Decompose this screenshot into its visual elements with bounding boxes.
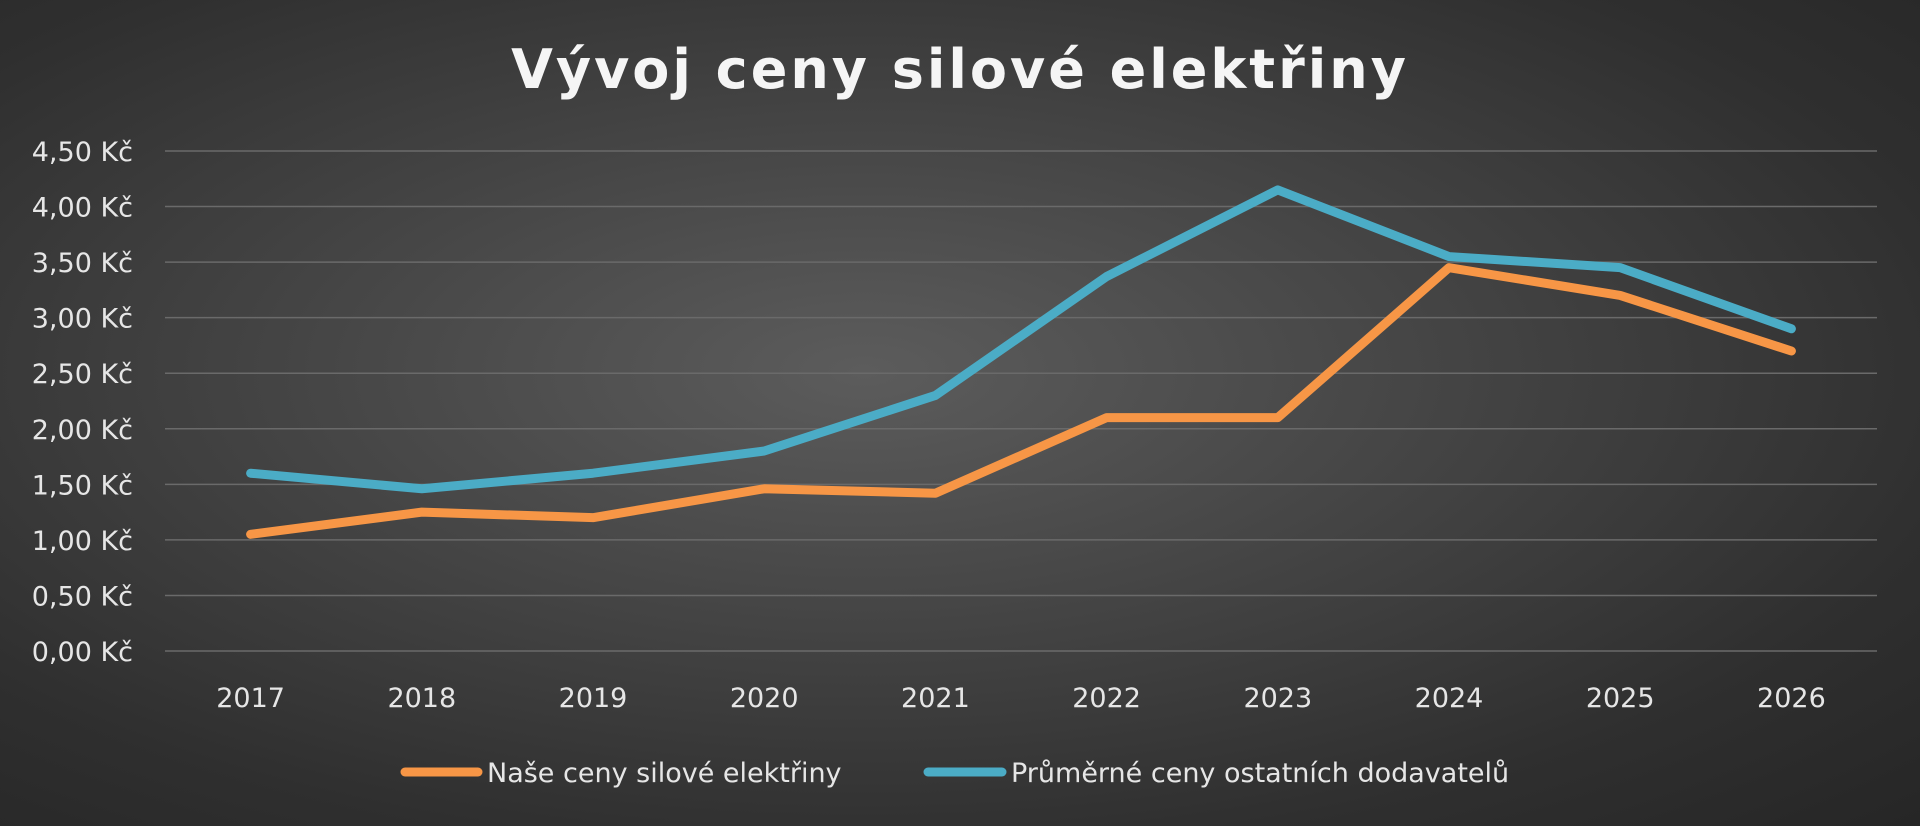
y-tick-label: 1,50 Kč (32, 470, 133, 501)
x-tick-label: 2024 (1415, 683, 1484, 714)
y-tick-label: 4,50 Kč (32, 137, 133, 168)
y-tick-label: 2,00 Kč (32, 415, 133, 446)
x-tick-label: 2021 (901, 683, 970, 714)
x-tick-label: 2017 (216, 683, 285, 714)
x-tick-label: 2023 (1243, 683, 1312, 714)
legend-label: Průměrné ceny ostatních dodavatelů (1011, 758, 1509, 789)
gridlines (165, 150, 1877, 652)
series-lines (246, 185, 1796, 539)
x-tick-label: 2020 (730, 683, 799, 714)
y-tick-label: 0,50 Kč (32, 581, 133, 612)
legend-label: Naše ceny silové elektřiny (487, 758, 842, 789)
y-tick-label: 2,50 Kč (32, 359, 133, 390)
series-line-nase-ceny (246, 263, 1796, 539)
y-tick-label: 3,00 Kč (32, 304, 133, 335)
y-tick-label: 0,00 Kč (32, 637, 133, 668)
x-tick-label: 2025 (1586, 683, 1655, 714)
y-tick-label: 1,00 Kč (32, 526, 133, 557)
x-tick-label: 2022 (1072, 683, 1141, 714)
x-axis-tick-labels: 2017 2018 2019 2020 2021 2022 2023 2024 2025 2026 (216, 683, 1826, 714)
x-tick-label: 2026 (1757, 683, 1826, 714)
chart-title: Vývoj ceny silové elektřiny (511, 38, 1409, 101)
series-line-prumerne-ceny (246, 185, 1796, 494)
legend: Naše ceny silové elektřiny Průměrné ceny … (400, 758, 1509, 789)
y-axis-tick-labels: 0,00 Kč 0,50 Kč 1,00 Kč 1,50 Kč 2,00 Kč 2,50 … (32, 137, 133, 668)
x-tick-label: 2018 (387, 683, 456, 714)
y-tick-label: 4,00 Kč (32, 193, 133, 224)
y-tick-label: 3,50 Kč (32, 248, 133, 279)
x-tick-label: 2019 (559, 683, 628, 714)
